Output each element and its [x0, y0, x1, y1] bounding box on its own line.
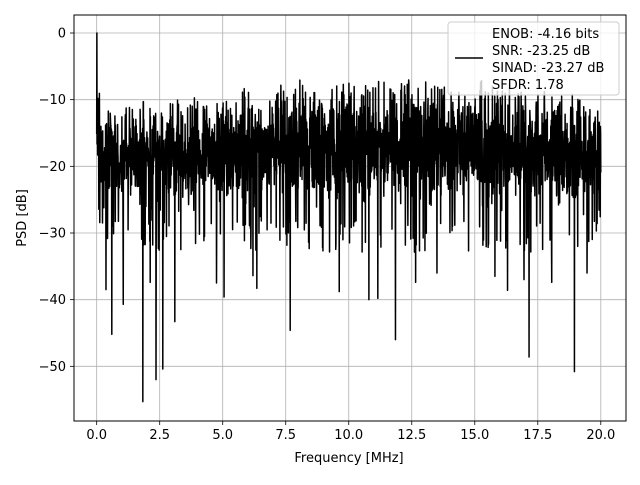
y-tick-label: −50 — [39, 360, 66, 375]
x-tick-label: 2.5 — [149, 428, 170, 443]
legend-entry-snr: SNR: -23.25 dB — [492, 44, 590, 59]
legend-entry-sfdr: SFDR: 1.78 — [492, 78, 564, 93]
plot-series-group — [95, 32, 602, 403]
legend: ENOB: -4.16 bits SNR: -23.25 dB SINAD: -… — [447, 21, 620, 96]
y-tick-label: 0 — [58, 27, 66, 42]
x-tick-label: 7.5 — [275, 428, 296, 443]
legend-entry-enob: ENOB: -4.16 bits — [492, 27, 599, 42]
y-tick-label: −30 — [39, 227, 66, 242]
x-tick-label: 17.5 — [523, 428, 552, 443]
y-axis-label: PSD [dB] — [15, 189, 30, 247]
x-tick-label: 5.0 — [212, 428, 233, 443]
x-tick-label: 10.0 — [334, 428, 363, 443]
y-tick-label: −10 — [39, 93, 66, 108]
y-tick-label: −20 — [39, 160, 66, 175]
x-tick-label: 0.0 — [86, 428, 107, 443]
plot-frame — [73, 14, 627, 422]
x-tick-label: 20.0 — [586, 428, 615, 443]
legend-entry-sinad: SINAD: -23.27 dB — [492, 61, 604, 76]
axis-ticks: 0.0 2.5 5.0 7.5 10.0 12.5 15.0 17.5 20.0 0 −10 −20 −… — [39, 27, 616, 444]
x-tick-label: 12.5 — [397, 428, 426, 443]
x-axis-label: Frequency [MHz] — [294, 451, 403, 466]
legend-box — [447, 21, 620, 96]
y-tick-label: −40 — [39, 293, 66, 308]
x-tick-label: 15.0 — [460, 428, 489, 443]
series-line-psd — [95, 32, 602, 403]
